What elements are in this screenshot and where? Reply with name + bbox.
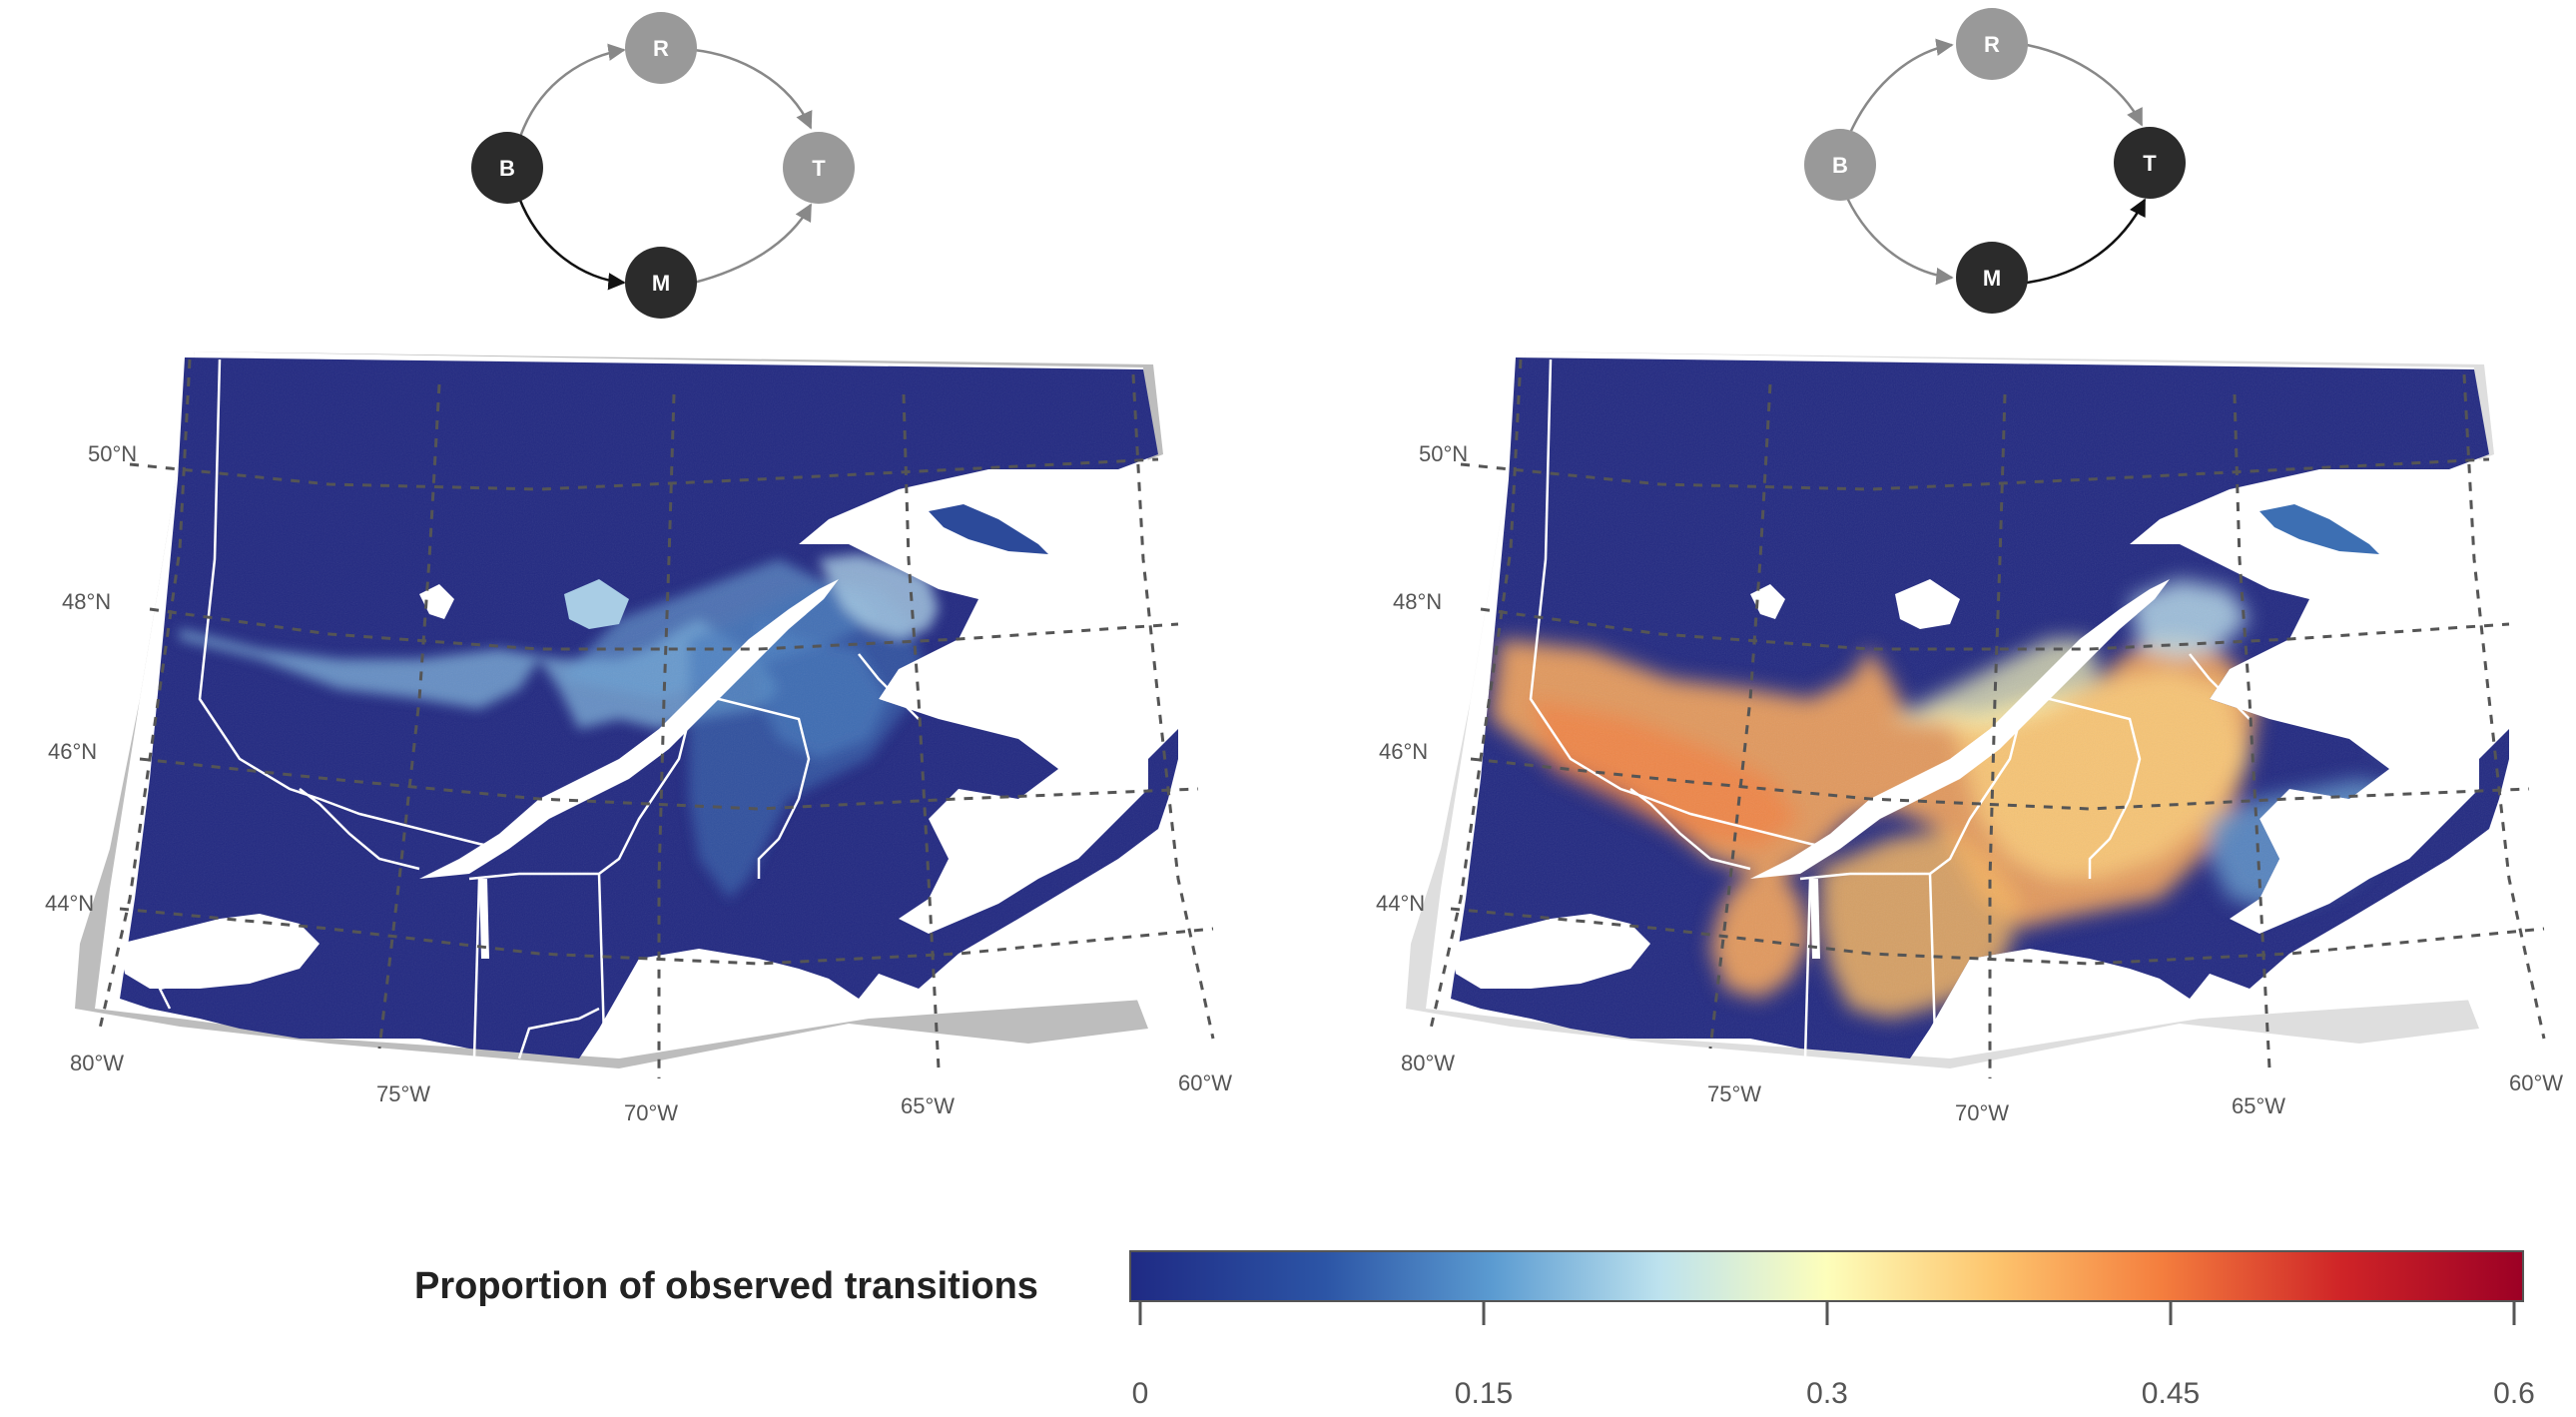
node-t-label: T [2143, 151, 2157, 176]
node-t-left [783, 132, 855, 204]
node-t-label: T [812, 156, 826, 181]
lon-label: 75°W [376, 1081, 430, 1106]
legend-ticks [1138, 1301, 2516, 1325]
lat-label: 44°N [45, 891, 94, 916]
lat-label: 48°N [1393, 589, 1442, 614]
node-b-right [1804, 129, 1876, 201]
lat-label: 50°N [1419, 441, 1468, 466]
lon-label: 60°W [1178, 1070, 1232, 1095]
lon-label: 70°W [1955, 1100, 2009, 1125]
node-r-left [625, 12, 697, 84]
lon-label: 75°W [1707, 1081, 1761, 1106]
legend: Proportion of observed transitions 0 0.1… [414, 1250, 2535, 1410]
edge-r-t [693, 48, 813, 130]
lat-label: 46°N [1379, 739, 1428, 764]
lake-champlain [479, 879, 489, 959]
lon-label: 65°W [901, 1093, 955, 1118]
map-right: 50°N 48°N 46°N 44°N 80°W 75°W 70°W 65°W … [1376, 352, 2563, 1125]
node-r-label: R [1984, 32, 2000, 57]
st-lawrence [419, 579, 839, 879]
node-m-right [1956, 242, 2028, 314]
node-m-label: M [652, 271, 670, 296]
lon-label: 65°W [2232, 1093, 2285, 1118]
edge-b-r [517, 43, 626, 141]
legend-tick-label: 0.15 [1455, 1377, 1513, 1410]
edge-b-m [517, 197, 626, 291]
node-t-right [2114, 127, 2186, 199]
lon-label: 60°W [2509, 1070, 2563, 1095]
edge-b-r [1845, 38, 1954, 141]
legend-colorbar [1129, 1250, 2524, 1302]
node-b-left [471, 132, 543, 204]
lon-label: 80°W [1401, 1051, 1455, 1075]
node-b-label: B [499, 156, 515, 181]
map-left: 50°N 48°N 46°N 44°N 80°W 75°W 70°W 65°W … [45, 352, 1232, 1125]
borders [158, 358, 920, 1060]
node-b-label: B [1832, 153, 1848, 178]
lon-label: 70°W [624, 1100, 678, 1125]
lat-label: 48°N [62, 589, 111, 614]
lat-label: 46°N [48, 739, 97, 764]
graticule [98, 358, 1215, 1078]
lon-label: 80°W [70, 1051, 124, 1075]
node-m-left [625, 247, 697, 319]
legend-tick-label: 0.45 [2142, 1377, 2200, 1410]
great-lakes [120, 914, 320, 989]
lat-label: 44°N [1376, 891, 1425, 916]
edge-r-t [2026, 43, 2144, 127]
edge-m-t [2026, 198, 2147, 285]
lat-label: 50°N [88, 441, 137, 466]
legend-title: Proportion of observed transitions [414, 1265, 1038, 1307]
edge-b-m [1845, 197, 1954, 286]
state-diagram-right: R B T M [1804, 8, 2186, 314]
legend-tick-label: 0 [1132, 1377, 1149, 1410]
reservoir [564, 579, 629, 629]
lake [419, 584, 454, 619]
edge-m-t [693, 203, 813, 285]
node-r-right [1956, 8, 2028, 80]
legend-tick-label: 0.3 [1806, 1377, 1848, 1410]
anticosti [929, 504, 1048, 554]
node-r-label: R [653, 36, 669, 61]
legend-tick-label: 0.6 [2493, 1377, 2535, 1410]
state-diagram-left: R B T M [471, 12, 855, 319]
node-m-label: M [1983, 266, 2001, 291]
